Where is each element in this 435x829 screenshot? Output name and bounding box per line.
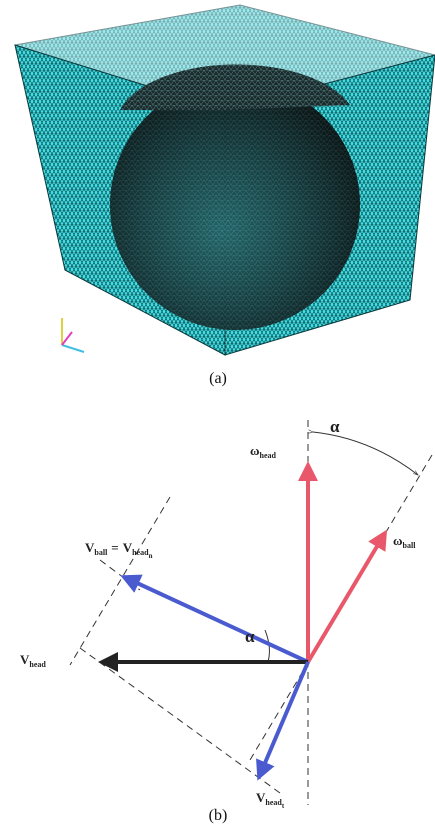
projection-line bbox=[70, 497, 170, 665]
figure: (a) α α ωhead ωball Vball=Vheadn Vhead V… bbox=[0, 0, 435, 829]
omega-ball-arrow bbox=[308, 533, 385, 662]
v-head-t-arrow bbox=[259, 662, 308, 777]
projection-line bbox=[100, 560, 140, 590]
axis-triad bbox=[62, 318, 84, 352]
caption: (a) bbox=[209, 370, 227, 387]
omega-head-label: ωhead bbox=[250, 443, 277, 460]
mesh-cube bbox=[15, 5, 435, 355]
angle-label: α bbox=[330, 417, 340, 436]
omega-ball-label: ωball bbox=[393, 533, 416, 550]
projection-line bbox=[80, 648, 280, 793]
vector-diagram: α α ωhead ωball Vball=Vheadn Vhead Vhead… bbox=[20, 417, 432, 810]
angle-arc bbox=[313, 432, 418, 475]
angle-label: α bbox=[245, 627, 255, 646]
v-head-t-label: Vheadt bbox=[256, 790, 285, 810]
v-ball-arrow bbox=[124, 577, 308, 662]
v-head-label: Vhead bbox=[20, 652, 46, 669]
caption: (b) bbox=[209, 807, 228, 824]
